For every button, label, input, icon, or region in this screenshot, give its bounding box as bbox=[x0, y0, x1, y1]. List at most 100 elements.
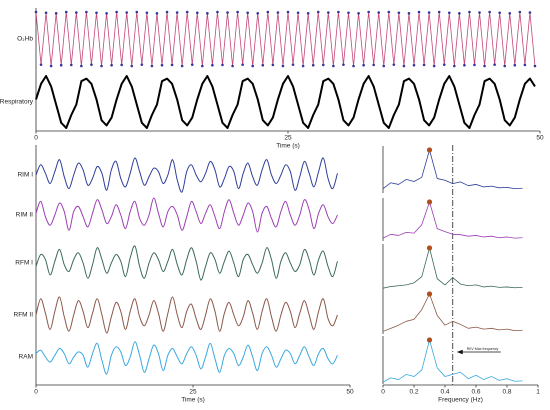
arrow-head bbox=[456, 349, 463, 355]
x-tick-label: 25 bbox=[284, 135, 292, 142]
peak-marker bbox=[180, 64, 184, 68]
peak-marker bbox=[458, 12, 461, 15]
peak-marker bbox=[387, 10, 391, 14]
peak-marker bbox=[211, 63, 214, 67]
signal-line bbox=[35, 157, 338, 193]
peak-marker bbox=[427, 11, 431, 14]
x-tick-label: 0.2 bbox=[409, 389, 418, 396]
peak-marker bbox=[321, 63, 325, 67]
signal-line bbox=[35, 245, 338, 281]
peak-marker bbox=[367, 10, 370, 14]
peak-marker bbox=[100, 64, 103, 68]
peak-marker bbox=[397, 11, 401, 15]
peak-marker bbox=[90, 63, 93, 66]
signal-line bbox=[382, 293, 523, 332]
peak-marker bbox=[447, 11, 451, 15]
peak-marker bbox=[453, 64, 456, 68]
peak-marker bbox=[246, 11, 249, 15]
peak-marker bbox=[473, 63, 476, 67]
peak-marker bbox=[306, 12, 310, 15]
peak-marker bbox=[417, 10, 421, 14]
peak-marker bbox=[231, 64, 234, 68]
signal-line bbox=[382, 149, 523, 190]
x-tick-label: 0.4 bbox=[440, 389, 449, 396]
peak-marker bbox=[256, 12, 260, 15]
peak-marker bbox=[241, 63, 244, 66]
signal-line bbox=[35, 75, 536, 129]
peak-marker bbox=[190, 63, 194, 66]
peak-marker bbox=[498, 11, 501, 15]
peak-marker bbox=[160, 63, 164, 67]
spectral-peak bbox=[426, 245, 433, 251]
spectral-peak bbox=[426, 147, 433, 153]
peak-marker bbox=[195, 11, 199, 15]
peak-marker bbox=[372, 63, 375, 67]
peak-marker bbox=[301, 64, 305, 68]
peak-marker bbox=[110, 63, 113, 67]
peak-marker bbox=[432, 64, 436, 68]
peak-marker bbox=[437, 10, 441, 14]
annotation: RIIV Max frequency bbox=[467, 347, 499, 351]
signal-line bbox=[382, 247, 523, 289]
peak-marker bbox=[49, 64, 53, 68]
signal-line bbox=[35, 197, 338, 233]
peak-marker bbox=[347, 11, 350, 15]
signal-line bbox=[35, 11, 536, 67]
signal-line bbox=[35, 341, 338, 375]
peak-marker bbox=[236, 10, 239, 14]
peak-marker bbox=[463, 63, 466, 67]
peak-marker bbox=[69, 63, 73, 67]
peak-marker bbox=[327, 11, 330, 14]
peak-marker bbox=[488, 10, 491, 14]
peak-marker bbox=[503, 64, 507, 68]
peak-marker bbox=[170, 63, 174, 67]
x-tick-label: 0 bbox=[381, 389, 385, 396]
peak-marker bbox=[64, 10, 68, 14]
peak-marker bbox=[130, 64, 134, 68]
peak-marker bbox=[382, 64, 386, 68]
signal-line bbox=[35, 296, 338, 334]
peak-marker bbox=[286, 10, 290, 14]
x-tick-label: 1 bbox=[536, 389, 540, 396]
x-tick-label: 0 bbox=[34, 389, 38, 396]
peak-marker bbox=[407, 12, 411, 15]
peak-marker bbox=[216, 10, 219, 14]
peak-marker bbox=[412, 63, 416, 67]
series-label: RAM bbox=[19, 354, 33, 361]
peak-marker bbox=[261, 63, 265, 67]
peak-marker bbox=[518, 10, 522, 14]
peak-marker bbox=[483, 64, 486, 68]
peak-marker bbox=[442, 63, 446, 66]
peak-marker bbox=[316, 10, 320, 14]
peak-marker bbox=[251, 64, 255, 68]
peak-marker bbox=[221, 63, 224, 67]
peak-marker bbox=[95, 11, 98, 15]
peak-marker bbox=[155, 12, 159, 15]
peak-marker bbox=[352, 64, 355, 68]
peak-marker bbox=[271, 63, 275, 67]
x-tick-label: 0.6 bbox=[471, 389, 480, 396]
peak-marker bbox=[80, 64, 83, 68]
peak-marker bbox=[377, 11, 381, 14]
peak-marker bbox=[150, 64, 154, 68]
peak-marker bbox=[392, 63, 396, 66]
signal-line bbox=[382, 201, 523, 239]
peak-marker bbox=[508, 12, 512, 15]
peak-marker bbox=[311, 63, 315, 67]
peak-marker bbox=[296, 11, 300, 15]
peak-marker bbox=[165, 10, 169, 14]
peak-marker bbox=[357, 12, 360, 15]
peak-marker bbox=[85, 10, 88, 14]
peak-marker bbox=[75, 11, 78, 14]
peak-marker bbox=[140, 63, 144, 66]
x-tick-label: 0 bbox=[34, 135, 38, 142]
peak-marker bbox=[206, 12, 209, 15]
series-label: O₂Hb bbox=[17, 36, 33, 43]
peak-marker bbox=[185, 10, 189, 14]
series-label: RIM II bbox=[16, 212, 34, 219]
peak-marker bbox=[115, 10, 118, 14]
series-label: Respiratory bbox=[0, 99, 34, 106]
peak-marker bbox=[513, 63, 517, 67]
series-label: RFM I bbox=[15, 260, 33, 267]
